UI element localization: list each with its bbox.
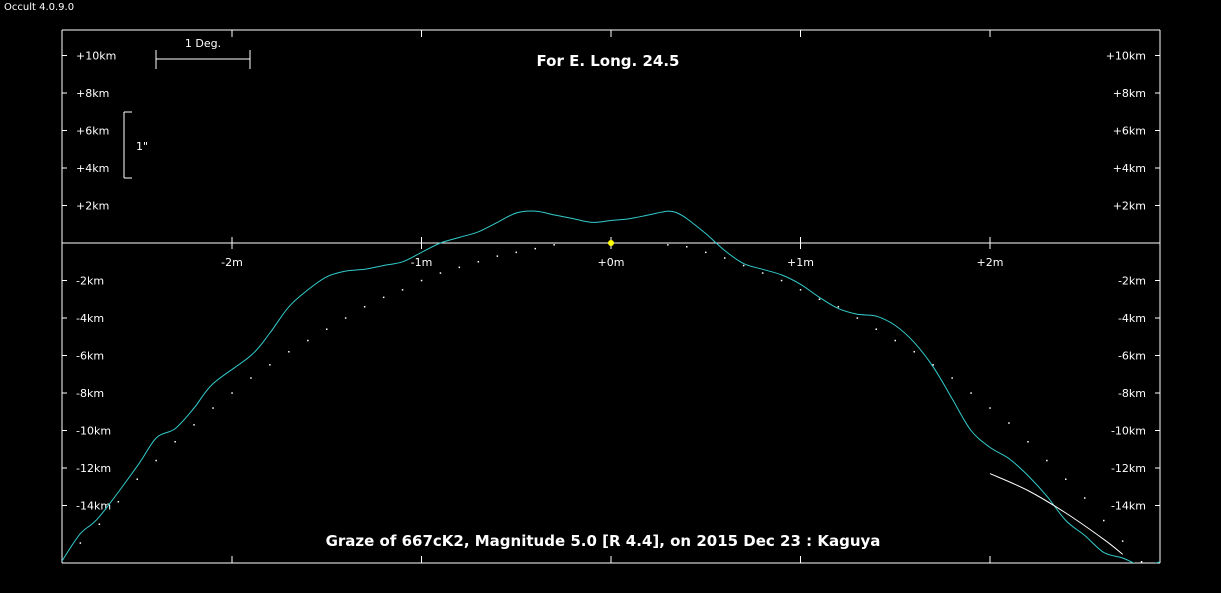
- x-tick-label: +2m: [977, 256, 1004, 269]
- limb-dot-point: [553, 244, 555, 246]
- limb-dot-point: [856, 317, 859, 319]
- limb-dot-point: [363, 306, 366, 308]
- series-layer: [62, 210, 1160, 563]
- limb-dot-point: [193, 424, 195, 426]
- limb-dot-point: [136, 478, 138, 480]
- y-tick-label-right: -10km: [1111, 425, 1146, 438]
- limb-dot-point: [496, 255, 499, 257]
- y-tick-label-left: -10km: [76, 425, 111, 438]
- y-tick-label-left: -14km: [76, 500, 111, 513]
- y-tick-label-right: +6km: [1113, 125, 1146, 138]
- limb-dot-point: [667, 244, 669, 246]
- limb-dot-point: [458, 266, 461, 269]
- limb-dot-point: [1084, 497, 1086, 499]
- limb-dot-point: [420, 279, 423, 282]
- limb-dot-point: [1103, 519, 1105, 522]
- limb-dot-point: [686, 246, 688, 248]
- y-tick-label-right: -12km: [1111, 462, 1146, 475]
- limb-dot-point: [269, 364, 271, 366]
- limb-dot-point: [98, 523, 101, 525]
- limb-dot-point: [989, 407, 991, 409]
- x-tick-label: -1m: [411, 256, 433, 269]
- horizontal-scale-bar: 1 Deg.: [155, 37, 251, 69]
- limb-dot-point: [79, 542, 82, 544]
- chart-subtitle: Graze of 667cK2, Magnitude 5.0 [R 4.4], …: [326, 532, 881, 550]
- y-tick-label-right: +8km: [1113, 87, 1146, 100]
- limb-dot-point: [1121, 540, 1124, 542]
- limb-dot-point: [288, 351, 290, 353]
- limb-dot-point: [799, 289, 802, 291]
- y-tick-label-right: +4km: [1113, 162, 1146, 175]
- limb-dot-point: [875, 328, 877, 330]
- limb-dot-point: [439, 272, 442, 274]
- y-tick-label-right: -8km: [1118, 387, 1146, 400]
- y-tick-label-left: -4km: [76, 312, 104, 325]
- y-tick-label-right: +2km: [1113, 200, 1146, 213]
- y-tick-label-left: -12km: [76, 462, 111, 475]
- y-tick-label-left: -2km: [76, 275, 104, 288]
- limb-dot-point: [174, 441, 176, 443]
- limb-dot-point: [724, 257, 726, 259]
- chart-title: For E. Long. 24.5: [537, 52, 680, 70]
- limb-dot-point: [212, 407, 214, 409]
- limb-dot-point: [382, 296, 385, 299]
- y-tick-label-right: +10km: [1106, 50, 1146, 63]
- vertical-scale-label: 1": [136, 140, 148, 153]
- limb-dot-point: [1140, 561, 1143, 563]
- limb-dot-point: [951, 377, 953, 379]
- axis-ticks: +10km +10km +8km +8km +6km +6km +4km +4km +2km +2…: [62, 30, 1160, 563]
- y-tick-label-right: -14km: [1111, 500, 1146, 513]
- limb-dot-point: [894, 339, 896, 342]
- limb-dot-point: [780, 279, 783, 282]
- limb-dot-point: [1027, 441, 1029, 443]
- limb-dot-point: [307, 339, 309, 342]
- limb-dot-point: [155, 459, 157, 462]
- x-tick-label: +1m: [787, 256, 814, 269]
- center-point-marker: [608, 240, 614, 246]
- limb-dot-point: [1065, 478, 1067, 480]
- limb-dot-point: [477, 261, 480, 263]
- limb-dot-point: [1008, 422, 1010, 424]
- limb-dot-point: [1046, 459, 1048, 462]
- y-tick-label-left: +2km: [76, 200, 109, 213]
- vertical-scale-bar: 1": [123, 111, 148, 179]
- lunar-limb-profile-line: [62, 210, 1160, 563]
- x-tick-label: +0m: [598, 256, 625, 269]
- limb-dot-point: [818, 298, 821, 300]
- y-tick-label-right: -2km: [1118, 275, 1146, 288]
- limb-dot-point: [344, 317, 347, 319]
- limb-dot-point: [970, 392, 972, 394]
- limb-dot-point: [705, 251, 707, 254]
- y-tick-label-right: -4km: [1118, 312, 1146, 325]
- limb-dot-point: [742, 264, 745, 267]
- limb-limit-line: [989, 473, 1124, 555]
- limb-dot-point: [117, 501, 120, 503]
- y-tick-label-left: +8km: [76, 87, 109, 100]
- plot-frame: [61, 29, 1161, 564]
- limb-dot-point: [326, 328, 328, 330]
- y-tick-label-left: +6km: [76, 125, 109, 138]
- app-title: Occult 4.0.9.0: [4, 2, 75, 13]
- y-tick-label-left: +10km: [76, 50, 116, 63]
- y-tick-label-right: -6km: [1118, 350, 1146, 363]
- limb-dot-point: [534, 247, 536, 250]
- y-tick-label-left: -8km: [76, 387, 104, 400]
- limb-dot-point: [401, 289, 404, 291]
- limb-dot-point: [761, 272, 764, 274]
- x-tick-label: -2m: [221, 256, 243, 269]
- limb-dot-point: [932, 364, 934, 366]
- y-tick-label-left: +4km: [76, 162, 109, 175]
- limb-dot-point: [837, 306, 840, 308]
- limb-dot-point: [913, 351, 915, 353]
- limb-dot-point: [515, 251, 517, 254]
- limb-dot-point: [250, 377, 252, 379]
- limb-dot-point: [231, 392, 233, 394]
- horizontal-scale-label: 1 Deg.: [185, 37, 221, 50]
- y-tick-label-left: -6km: [76, 350, 104, 363]
